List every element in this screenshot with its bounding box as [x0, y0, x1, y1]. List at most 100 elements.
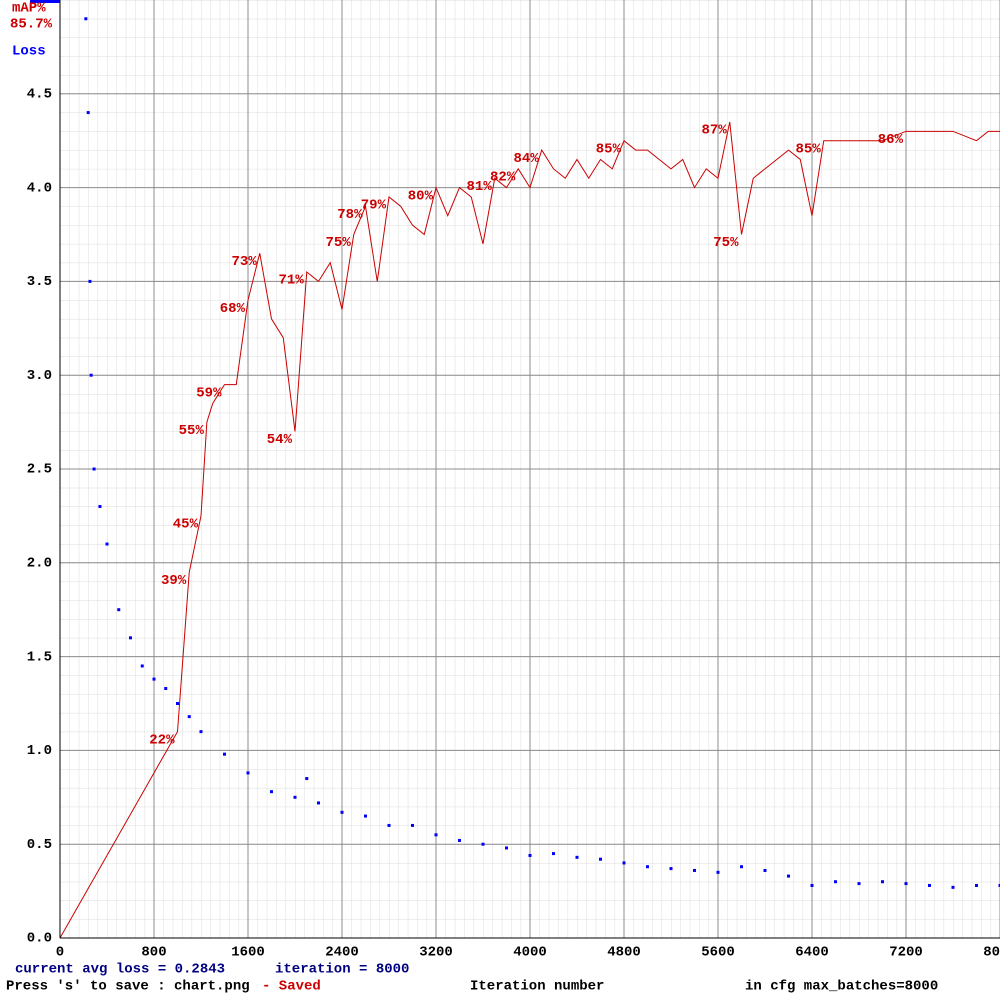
- loss-point: [105, 542, 109, 546]
- loss-point: [904, 882, 908, 886]
- loss-point: [176, 702, 179, 705]
- map-label: 84%: [514, 151, 540, 167]
- loss-point: [857, 882, 861, 886]
- loss-point: [505, 846, 508, 850]
- loss-point: [270, 790, 273, 794]
- map-label: 68%: [220, 301, 246, 317]
- loss-point: [140, 664, 144, 668]
- x-tick-label: 800: [141, 945, 166, 961]
- loss-point: [951, 885, 955, 889]
- loss-point: [881, 880, 884, 884]
- x-tick-label: 2400: [325, 945, 359, 961]
- loss-point: [411, 823, 414, 827]
- x-tick-label: 8000: [983, 945, 1000, 961]
- y-tick-label: 4.5: [27, 87, 52, 103]
- indicator: [30, 0, 60, 3]
- map-label: 55%: [179, 423, 205, 439]
- loss-point: [92, 467, 96, 471]
- status-loss: current avg loss = 0.2843: [15, 962, 225, 978]
- loss-point: [98, 505, 102, 509]
- loss-point: [317, 801, 320, 805]
- loss-point: [975, 883, 978, 887]
- y-tick-label: 3.0: [27, 368, 52, 384]
- map-label: 82%: [490, 170, 516, 186]
- map-label: 85%: [796, 141, 822, 157]
- save-status: - Saved: [262, 979, 321, 995]
- map-label: 54%: [267, 432, 293, 448]
- status-iteration: iteration = 8000: [275, 962, 409, 978]
- loss-point: [340, 810, 344, 814]
- map-label: 86%: [878, 132, 904, 148]
- loss-point: [89, 373, 93, 377]
- x-tick-label: 3200: [419, 945, 453, 961]
- map-label: 73%: [232, 254, 258, 270]
- x-axis-label: Iteration number: [470, 979, 604, 995]
- current-map: 85.7%: [10, 17, 53, 33]
- loss-point: [223, 752, 226, 756]
- plot-area: 22% 39% 45% 55% 59% 68% 73% 54% 71% 75% 78%79% 80% 8…: [59, 17, 1000, 939]
- y-tick-label: 0.0: [27, 931, 52, 947]
- x-tick-label: 0: [56, 945, 64, 961]
- loss-point: [129, 636, 132, 640]
- map-label: 79%: [361, 198, 387, 214]
- loss-point: [787, 874, 790, 878]
- map-label: 22%: [149, 732, 175, 748]
- x-tick-label: 7200: [889, 945, 923, 961]
- loss-point: [928, 883, 931, 887]
- loss-point: [528, 853, 532, 857]
- loss-point: [187, 715, 191, 719]
- map-legend: mAP%: [12, 1, 46, 17]
- map-label: 39%: [161, 573, 187, 589]
- loss-point: [481, 842, 485, 846]
- loss-point: [646, 865, 649, 869]
- y-tick-label: 0.5: [27, 837, 52, 853]
- x-tick-label: 6400: [795, 945, 829, 961]
- loss-point: [199, 730, 203, 734]
- loss-point: [305, 777, 309, 781]
- loss-point: [246, 771, 250, 775]
- x-tick-label: 1600: [231, 945, 265, 961]
- loss-point: [834, 880, 837, 884]
- loss-point: [998, 883, 1000, 887]
- y-tick-label: 1.0: [27, 743, 52, 759]
- loss-point: [693, 868, 696, 872]
- loss-point: [84, 17, 88, 21]
- loss-point: [458, 838, 461, 842]
- loss-point: [152, 677, 156, 681]
- loss-point: [293, 795, 297, 799]
- map-label: 71%: [279, 273, 305, 289]
- loss-point: [387, 823, 391, 827]
- loss-point: [669, 867, 673, 871]
- map-label: 59%: [196, 385, 222, 401]
- y-tick-label: 4.0: [27, 180, 52, 196]
- loss-point: [716, 870, 720, 874]
- map-label: 75%: [713, 235, 739, 251]
- loss-point: [622, 861, 626, 865]
- map-label: 85%: [596, 141, 622, 157]
- loss-point: [575, 855, 579, 859]
- x-tick-label: 5600: [701, 945, 735, 961]
- map-label: 78%: [337, 207, 363, 223]
- loss-point: [763, 868, 767, 872]
- loss-point: [364, 814, 367, 818]
- loss-point: [88, 279, 92, 283]
- y-tick-label: 2.0: [27, 556, 52, 572]
- loss-point: [86, 111, 90, 115]
- y-tick-label: 2.5: [27, 462, 52, 478]
- loss-point: [164, 686, 168, 690]
- x-tick-label: 4800: [607, 945, 641, 961]
- save-note: Press 's' to save : chart.png: [6, 979, 250, 995]
- loss-point: [552, 852, 555, 856]
- map-label: 45%: [173, 517, 199, 533]
- loss-point: [117, 608, 121, 612]
- y-tick-label: 3.5: [27, 274, 52, 290]
- x-tick-label: 4000: [513, 945, 547, 961]
- map-label: 80%: [408, 188, 434, 204]
- loss-point: [599, 857, 602, 861]
- loss-legend: Loss: [12, 44, 46, 60]
- map-label: 87%: [702, 123, 728, 139]
- map-label: 75%: [326, 235, 352, 251]
- map-label: 81%: [467, 179, 493, 195]
- loss-point: [740, 865, 743, 869]
- y-tick-label: 1.5: [27, 649, 52, 665]
